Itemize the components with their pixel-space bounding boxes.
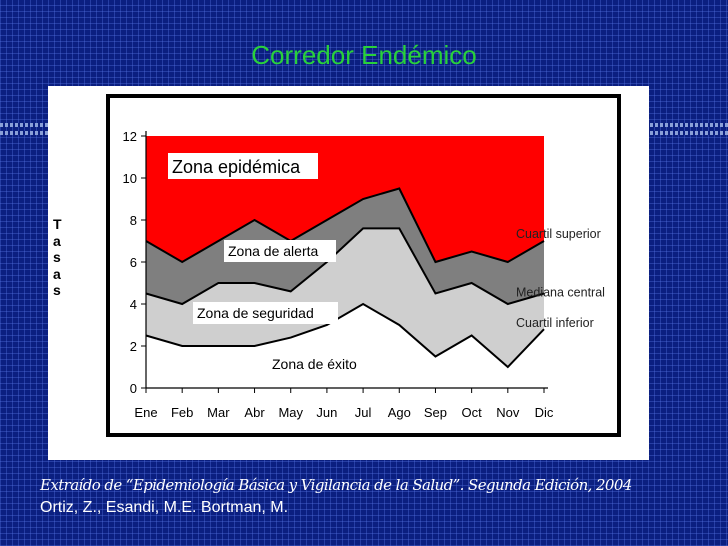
source-citation: Extraído de “Epidemiología Básica y Vigi…: [40, 476, 632, 494]
y-tick-label: 2: [130, 339, 137, 354]
y-tick-label: 6: [130, 255, 137, 270]
zone-epidemic-label: Zona epidémica: [172, 157, 301, 177]
y-axis-label-letter: s: [53, 282, 61, 298]
x-tick-label: Ene: [134, 405, 157, 420]
zone-alert-label: Zona de alerta: [228, 243, 318, 259]
x-tick-label: May: [278, 405, 303, 420]
y-axis-label-letter: T: [53, 216, 62, 232]
x-tick-label: Dic: [535, 405, 554, 420]
y-tick-label: 0: [130, 381, 137, 396]
x-tick-label: Abr: [244, 405, 265, 420]
median-line: [145, 227, 545, 306]
quartile-upper-line: [145, 187, 545, 264]
series-label: Cuartil superior: [516, 227, 601, 241]
y-tick-label: 8: [130, 213, 137, 228]
x-tick-label: Jul: [355, 405, 372, 420]
quartile-lower-line: [145, 302, 545, 369]
x-tick-label: Feb: [171, 405, 193, 420]
x-tick-label: Sep: [424, 405, 447, 420]
zone-alert-label-box: [224, 240, 336, 262]
series-label: Mediana central: [516, 286, 605, 300]
endemic-corridor-chart: 0 2 4 6 8 10 12 Ene Feb Mar Abr May Jun Jul Ago Sep Oct N…: [123, 129, 605, 420]
slide-title: Corredor Endémico: [251, 40, 477, 70]
zone-success-area: [146, 304, 544, 388]
zone-safety-label: Zona de seguridad: [197, 305, 314, 321]
y-axis-label-letter: a: [53, 232, 61, 249]
series-label: Cuartil inferior: [516, 316, 594, 330]
x-tick-label: Nov: [496, 405, 520, 420]
x-tick-label: Oct: [462, 405, 483, 420]
zone-epidemic-label-box: [168, 153, 318, 179]
y-tick-label: 4: [130, 297, 137, 312]
zone-safety-label-box: [193, 302, 338, 324]
y-tick-label: 10: [123, 171, 137, 186]
x-tick-label: Ago: [388, 405, 411, 420]
y-axis-label-letter: a: [53, 265, 61, 282]
authors-line: Ortiz, Z., Esandi, M.E. Bortman, M.: [40, 499, 289, 516]
y-axis-label-letter: s: [53, 249, 61, 265]
zone-success-label: Zona de éxito: [272, 356, 357, 372]
y-tick-label: 12: [123, 129, 137, 144]
x-tick-label: Jun: [316, 405, 337, 420]
x-tick-label: Mar: [207, 405, 230, 420]
